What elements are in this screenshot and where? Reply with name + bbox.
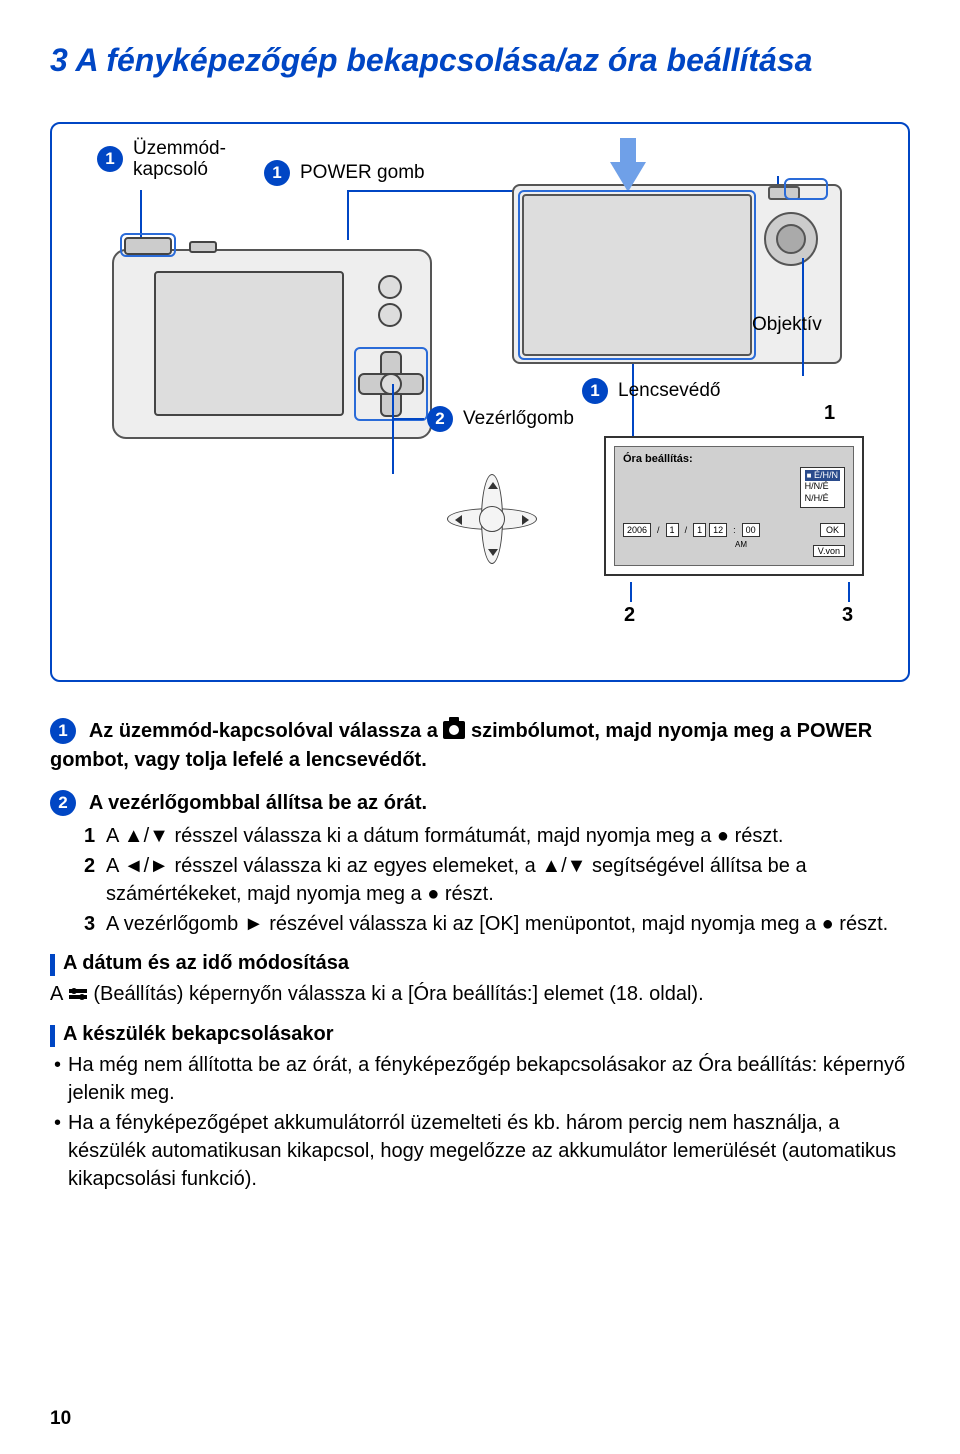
substep-num: 2 (84, 852, 106, 908)
substep-text: A vezérlőgomb ► részével válassza ki az … (106, 910, 888, 938)
pointer-line (392, 384, 394, 474)
page-title: 3 A fényképezőgép bekapcsolása/az óra be… (50, 40, 910, 82)
pointer-line (392, 418, 424, 420)
label-control-button: 2 Vezérlőgomb (427, 406, 574, 432)
section-date-modify: A dátum és az idő módosítása (50, 952, 910, 976)
marker-1-icon: 1 (97, 146, 123, 172)
camera-icon (443, 721, 465, 739)
pointer-line (347, 190, 349, 240)
bullet-text: Ha a fényképezőgépet akkumulátorról üzem… (68, 1109, 910, 1193)
marker-1-icon: 1 (50, 718, 76, 744)
lcd-ok: OK (820, 523, 845, 537)
bullets-power-on: •Ha még nem állította be az órát, a fény… (54, 1051, 910, 1193)
section-bar-icon (50, 1025, 55, 1047)
lcd-title: Óra beállítás: (623, 453, 693, 465)
bullet-text: Ha még nem állította be az órát, a fényk… (68, 1051, 910, 1107)
pointer-line (630, 582, 632, 602)
substep-num: 3 (84, 910, 106, 938)
marker-1-icon: 1 (264, 160, 290, 186)
lcd-format-list: ■ É/H/N H/N/É N/H/É (800, 467, 845, 508)
step-1: 1 Az üzemmód-kapcsolóval válassza a szim… (50, 717, 910, 775)
label-lens-cover: 1 Lencsevédő (582, 378, 720, 404)
section-bar-icon (50, 954, 55, 976)
marker-1-icon: 1 (582, 378, 608, 404)
label-lens: Objektív (752, 314, 822, 336)
lcd-von: V.von (813, 545, 845, 557)
settings-icon (68, 981, 88, 995)
dpad-illustration (447, 474, 537, 564)
lcd-date-row: 2006/ 1/ 1 12: 00 (623, 523, 760, 537)
section-power-on: A készülék bekapcsolásakor (50, 1023, 910, 1047)
substep-text: A ▲/▼ résszel válassza ki a dátum formát… (106, 822, 783, 850)
fig-num-1: 1 (824, 402, 835, 425)
label-power-button: 1 POWER gomb (264, 160, 425, 186)
substep-num: 1 (84, 822, 106, 850)
step-2: 2 A vezérlőgombbal állítsa be az órát. 1… (50, 789, 910, 938)
lcd-am: AM (735, 540, 747, 549)
label-mode-switch: 1 Üzemmód-kapcsoló (97, 138, 253, 182)
substep-text: A ◄/► résszel válassza ki az egyes eleme… (106, 852, 910, 908)
marker-2-icon: 2 (427, 406, 453, 432)
marker-2-icon: 2 (50, 790, 76, 816)
fig-num-3: 3 (842, 604, 853, 627)
camera-front-illustration (512, 184, 852, 384)
camera-figure: 1 Üzemmód-kapcsoló 1 POWER gomb (50, 122, 910, 682)
section-date-body: A (Beállítás) képernyőn válassza ki a [Ó… (50, 980, 910, 1009)
pointer-line (848, 582, 850, 602)
fig-num-2: 2 (624, 604, 635, 627)
lcd-screen-illustration: Óra beállítás: ■ É/H/N H/N/É N/H/É 2006/… (604, 436, 864, 576)
camera-back-illustration (112, 249, 452, 469)
page-number: 10 (50, 1408, 71, 1430)
